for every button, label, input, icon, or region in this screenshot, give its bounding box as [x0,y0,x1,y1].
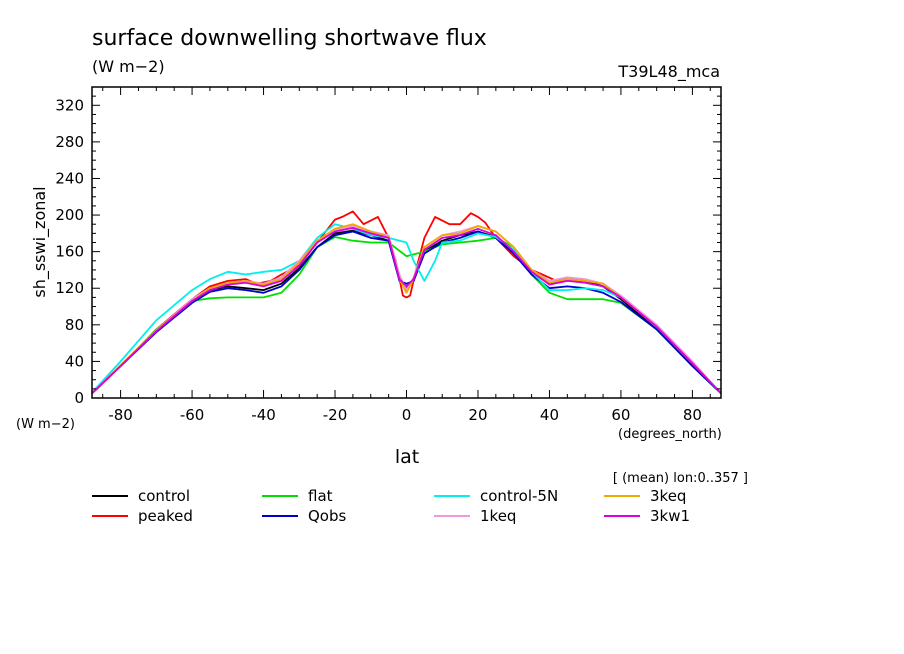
x-tick-label: 60 [611,406,630,424]
y-tick-label: 0 [74,389,84,407]
legend-label: Qobs [308,507,347,525]
y-tick-label: 160 [55,243,84,261]
model-label: T39L48_mca [617,62,720,82]
x-tick-label: 20 [468,406,487,424]
series-line-qobs [91,230,722,395]
chart-title: surface downwelling shortwave flux [92,26,487,51]
y-tick-label: 120 [55,279,84,297]
legend-label: 1keq [480,507,516,525]
x-units-label: (degrees_north) [618,427,722,442]
series-line-control-5n [91,223,722,394]
x-axis-label: lat [395,446,419,468]
legend-label: 3kw1 [650,507,690,525]
x-tick-label: -80 [108,406,133,424]
legend-label: flat [308,487,333,505]
series-line-3keq [91,223,722,395]
series-line-3kw1 [91,226,722,395]
y-tick-label: 240 [55,169,84,187]
mean-annotation: [ (mean) lon:0..357 ] [613,471,748,486]
y-axis-label: sh_sswi_zonal [30,186,50,297]
y-tick-label: 320 [55,96,84,114]
axis-ticks: -80 -60 -40 -20 0 20 40 60 80 0 40 80 120 160 200 240 28… [55,86,721,424]
units-label-top: (W m−2) [92,57,165,76]
x-tick-label: -40 [251,406,276,424]
x-tick-label: 40 [540,406,559,424]
x-tick-label: -20 [323,406,348,424]
legend-label: peaked [138,507,193,525]
legend: control peaked flat Qobs control-5N 1keq 3keq 3… [92,487,690,525]
legend-label: 3keq [650,487,686,505]
y-tick-label: 280 [55,133,84,151]
legend-label: control [138,487,190,505]
y-tick-label: 80 [65,316,84,334]
y-tick-label: 40 [65,352,84,370]
x-tick-label: 0 [402,406,412,424]
plot-area [91,210,722,395]
y-units-label: (W m−2) [16,417,75,432]
series-line-1keq [91,225,722,395]
x-tick-label: -60 [180,406,205,424]
legend-label: control-5N [480,487,558,505]
series-line-control [91,229,722,395]
y-tick-label: 200 [55,206,84,224]
x-tick-label: 80 [683,406,702,424]
series-line-flat [91,236,722,395]
